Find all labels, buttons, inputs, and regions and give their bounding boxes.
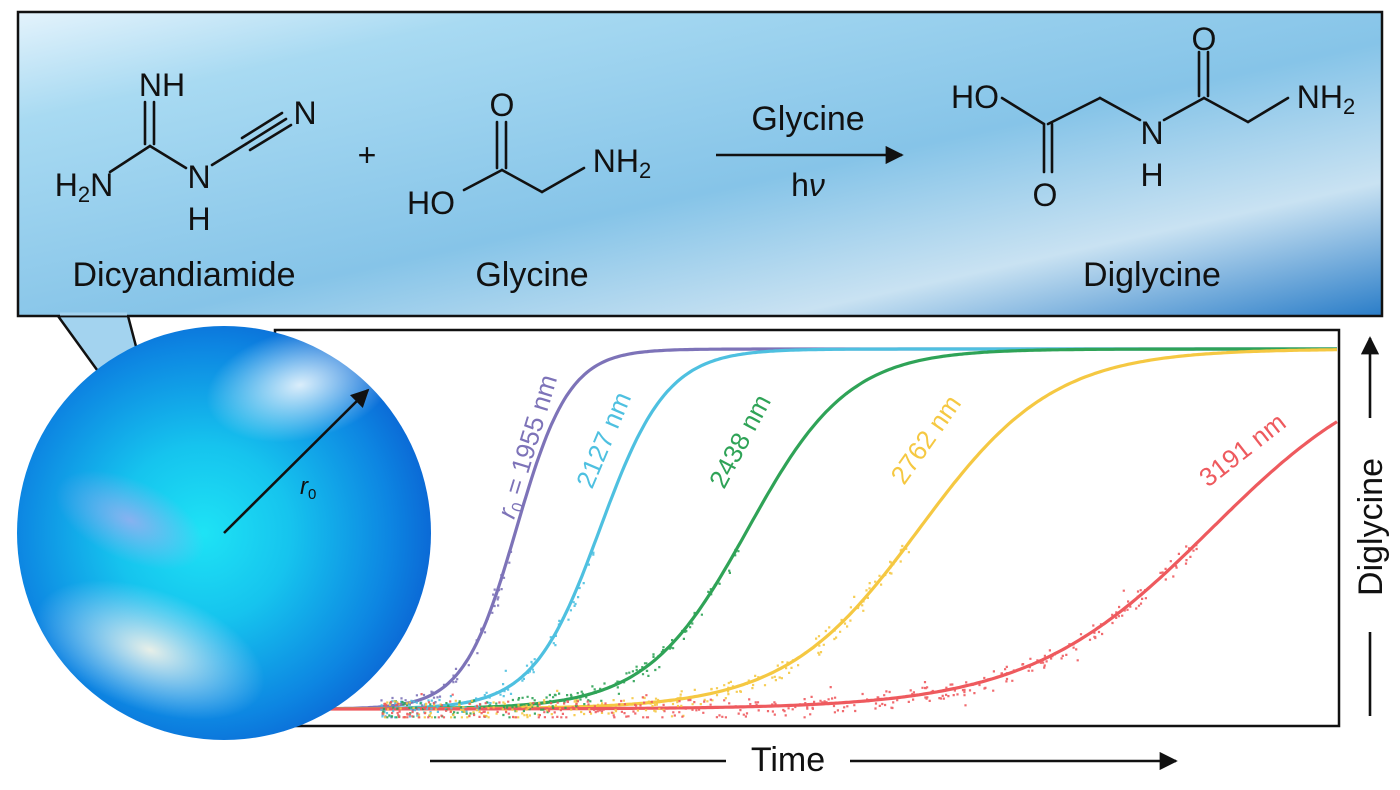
atom-imine: NH	[139, 67, 185, 103]
plot-frame	[273, 328, 1341, 728]
arrow-condition: hν	[791, 167, 825, 203]
reaction-scheme-panel: NH H2N N N H Dicyandiamide + O HO NH2 Gl…	[16, 10, 1384, 469]
arrow-reagent: Glycine	[751, 100, 864, 138]
atom-amide-n: N	[1140, 115, 1163, 151]
y-axis-label: Diglycine	[1352, 458, 1390, 596]
reactant2-name: Glycine	[475, 256, 588, 294]
droplet: r0	[17, 326, 431, 740]
x-axis: Time	[430, 741, 1178, 779]
atom-nitrile: N	[293, 95, 316, 131]
atom-nh-n: N	[187, 159, 210, 195]
scheme-background	[16, 10, 1384, 318]
atom-carbonyl-o2: O	[1192, 21, 1217, 57]
product-name: Diglycine	[1083, 256, 1221, 294]
atom-hydroxyl: HO	[951, 79, 999, 115]
series-curve-3	[330, 347, 1337, 711]
diglycine-structure: HO O N H O NH2	[951, 21, 1355, 213]
atom-hydroxyl: HO	[407, 185, 455, 221]
x-axis-label: Time	[751, 741, 825, 779]
radius-arrow	[223, 388, 370, 534]
reactant1-name: Dicyandiamide	[73, 256, 296, 294]
atom-carbonyl-o: O	[490, 87, 515, 123]
y-axis: Diglycine	[1352, 336, 1390, 716]
atom-carbonyl-o1: O	[1033, 177, 1058, 213]
reaction-arrow: Glycine hν	[716, 100, 904, 203]
atom-nh-h: H	[187, 201, 210, 237]
atom-amide-h: H	[1140, 157, 1163, 193]
kinetics-chart: r0 = 1955 nm 2127 nm 2438 nm 2762 nm 3191 nm	[273, 328, 1341, 728]
series-scatter	[380, 544, 1198, 719]
dicyandiamide-structure: NH H2N N N H	[55, 67, 317, 237]
atom-amine: H2N	[55, 167, 113, 207]
series-curve-5	[330, 420, 1338, 711]
plus-sign: +	[358, 137, 377, 173]
